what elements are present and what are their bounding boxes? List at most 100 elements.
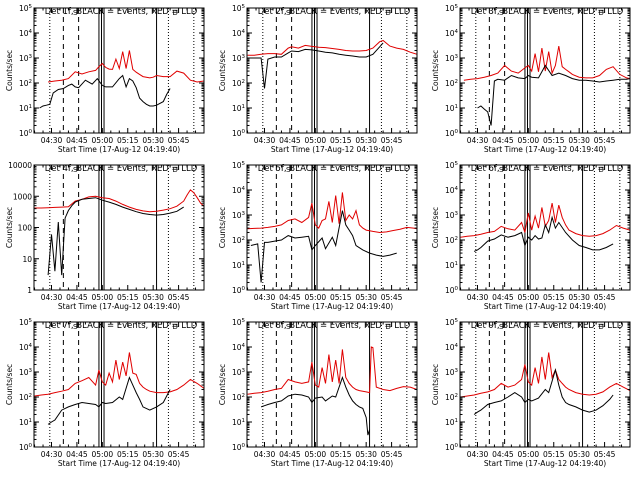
x-tick-label: 05:45	[168, 450, 190, 459]
marker-letter-d: D	[172, 166, 177, 174]
y-axis-label: Counts/sec	[5, 207, 14, 248]
x-tick-label: 05:00	[518, 450, 540, 459]
x-tick-label: 05:45	[168, 293, 190, 302]
marker-letter-d: D	[598, 166, 603, 174]
y-tick-label: 102	[445, 79, 458, 88]
x-tick-label: 05:30	[142, 450, 164, 459]
y-tick-label: 102	[19, 79, 32, 88]
y-tick-label: 100	[232, 286, 246, 295]
events-series-line	[473, 215, 614, 252]
x-tick-label: 05:00	[92, 450, 114, 459]
x-tick-label: 05:30	[355, 450, 377, 459]
x-tick-label: 04:45	[492, 293, 514, 302]
y-axis-label: Counts/sec	[218, 50, 227, 91]
x-tick-label: 04:30	[254, 136, 276, 145]
y-tick-label: 101	[232, 104, 245, 113]
x-axis-label: Start Time (17-Aug-12 04:19:40)	[484, 459, 606, 468]
series-group	[247, 39, 417, 89]
x-tick-label: 04:45	[279, 293, 301, 302]
x-tick-label: 05:00	[305, 293, 327, 302]
y-tick-label: 102	[445, 236, 458, 245]
x-tick-label: 04:30	[41, 136, 63, 145]
x-tick-label: 05:15	[117, 293, 139, 302]
y-tick-label: 103	[232, 368, 246, 377]
panel-title: Det 6f, BLACK = Events, RED = LLD	[471, 164, 624, 174]
y-tick-label: 103	[232, 54, 246, 63]
x-tick-label: 04:45	[66, 136, 88, 145]
x-tick-label: 05:30	[142, 293, 164, 302]
y-tick-label: 105	[19, 318, 33, 327]
y-tick-label: 104	[445, 186, 459, 195]
x-axis-label: Start Time (17-Aug-12 04:19:40)	[271, 459, 393, 468]
x-tick-label: 04:45	[66, 293, 88, 302]
lld-series-line	[247, 39, 417, 56]
lld-series-line	[247, 346, 417, 395]
y-tick-label: 1000	[13, 192, 32, 201]
x-tick-label: 05:15	[117, 450, 139, 459]
marker-letter-s: S	[286, 323, 291, 331]
events-series-line	[47, 197, 184, 276]
x-axis: 04:30 04:45 05:00 05:15 05:30 05:45	[460, 8, 631, 145]
y-tick-label: 103	[232, 211, 246, 220]
y-tick-label: 101	[232, 418, 245, 427]
series-group	[463, 46, 630, 126]
series-group	[39, 50, 204, 109]
y-tick-label: 104	[445, 343, 459, 352]
y-tick-label: 105	[232, 4, 246, 13]
events-series-line	[247, 42, 384, 89]
x-tick-label: 05:15	[117, 136, 139, 145]
x-axis: 04:30 04:45 05:00 05:15 05:30 05:45	[34, 322, 205, 459]
y-tick-label: 100	[19, 129, 33, 138]
marker-letter-d: D	[598, 9, 603, 17]
y-axis: 100 101 102 103 104 105	[19, 318, 204, 452]
events-series-line	[473, 368, 614, 415]
y-tick-label: 101	[445, 418, 458, 427]
panel-title: Det 4f, BLACK = Events, RED = LLD	[45, 164, 198, 174]
y-tick-label: 105	[232, 318, 246, 327]
y-axis-label: Counts/sec	[218, 364, 227, 405]
y-axis-label: Counts/sec	[431, 364, 440, 405]
x-tick-label: 04:30	[41, 450, 63, 459]
series-group	[34, 189, 204, 276]
panel-4: 1 10 100 1000 10000 04:30 04:45 05:00 05:15 05:30…	[5, 161, 205, 311]
y-tick-label: 102	[445, 393, 458, 402]
events-series-line	[477, 64, 630, 126]
y-tick-label: 105	[445, 318, 459, 327]
x-tick-label: 05:15	[330, 136, 352, 145]
y-axis: 100 101 102 103 104 105	[445, 161, 630, 295]
y-tick-label: 100	[232, 129, 246, 138]
y-tick-label: 102	[232, 236, 245, 245]
y-tick-label: 103	[445, 368, 459, 377]
panel-title: Det 9f, BLACK = Events, RED = LLD	[471, 321, 624, 331]
y-tick-label: 105	[19, 4, 33, 13]
events-series-line	[250, 210, 397, 283]
x-tick-label: 04:45	[279, 450, 301, 459]
y-tick-label: 101	[232, 261, 245, 270]
marker-letter-d: D	[385, 166, 390, 174]
series-group	[460, 203, 630, 252]
y-tick-label: 102	[232, 79, 245, 88]
x-axis-label: Start Time (17-Aug-12 04:19:40)	[484, 145, 606, 154]
y-tick-label: 100	[232, 443, 246, 452]
x-tick-label: 04:45	[66, 450, 88, 459]
y-tick-label: 101	[445, 261, 458, 270]
lld-series-line	[34, 352, 204, 397]
lld-series-line	[48, 50, 204, 83]
y-tick-label: 100	[445, 129, 459, 138]
lld-series-line	[460, 352, 630, 398]
y-axis-label: Counts/sec	[431, 207, 440, 248]
marker-letter-s: S	[286, 166, 291, 174]
marker-letter-s: S	[499, 323, 504, 331]
series-group	[460, 352, 630, 415]
x-axis: 04:30 04:45 05:00 05:15 05:30 05:45	[247, 8, 418, 145]
y-axis: 1 10 100 1000 10000	[8, 161, 204, 295]
y-tick-label: 105	[445, 4, 459, 13]
x-tick-label: 04:45	[492, 450, 514, 459]
y-axis-label: Counts/sec	[5, 364, 14, 405]
